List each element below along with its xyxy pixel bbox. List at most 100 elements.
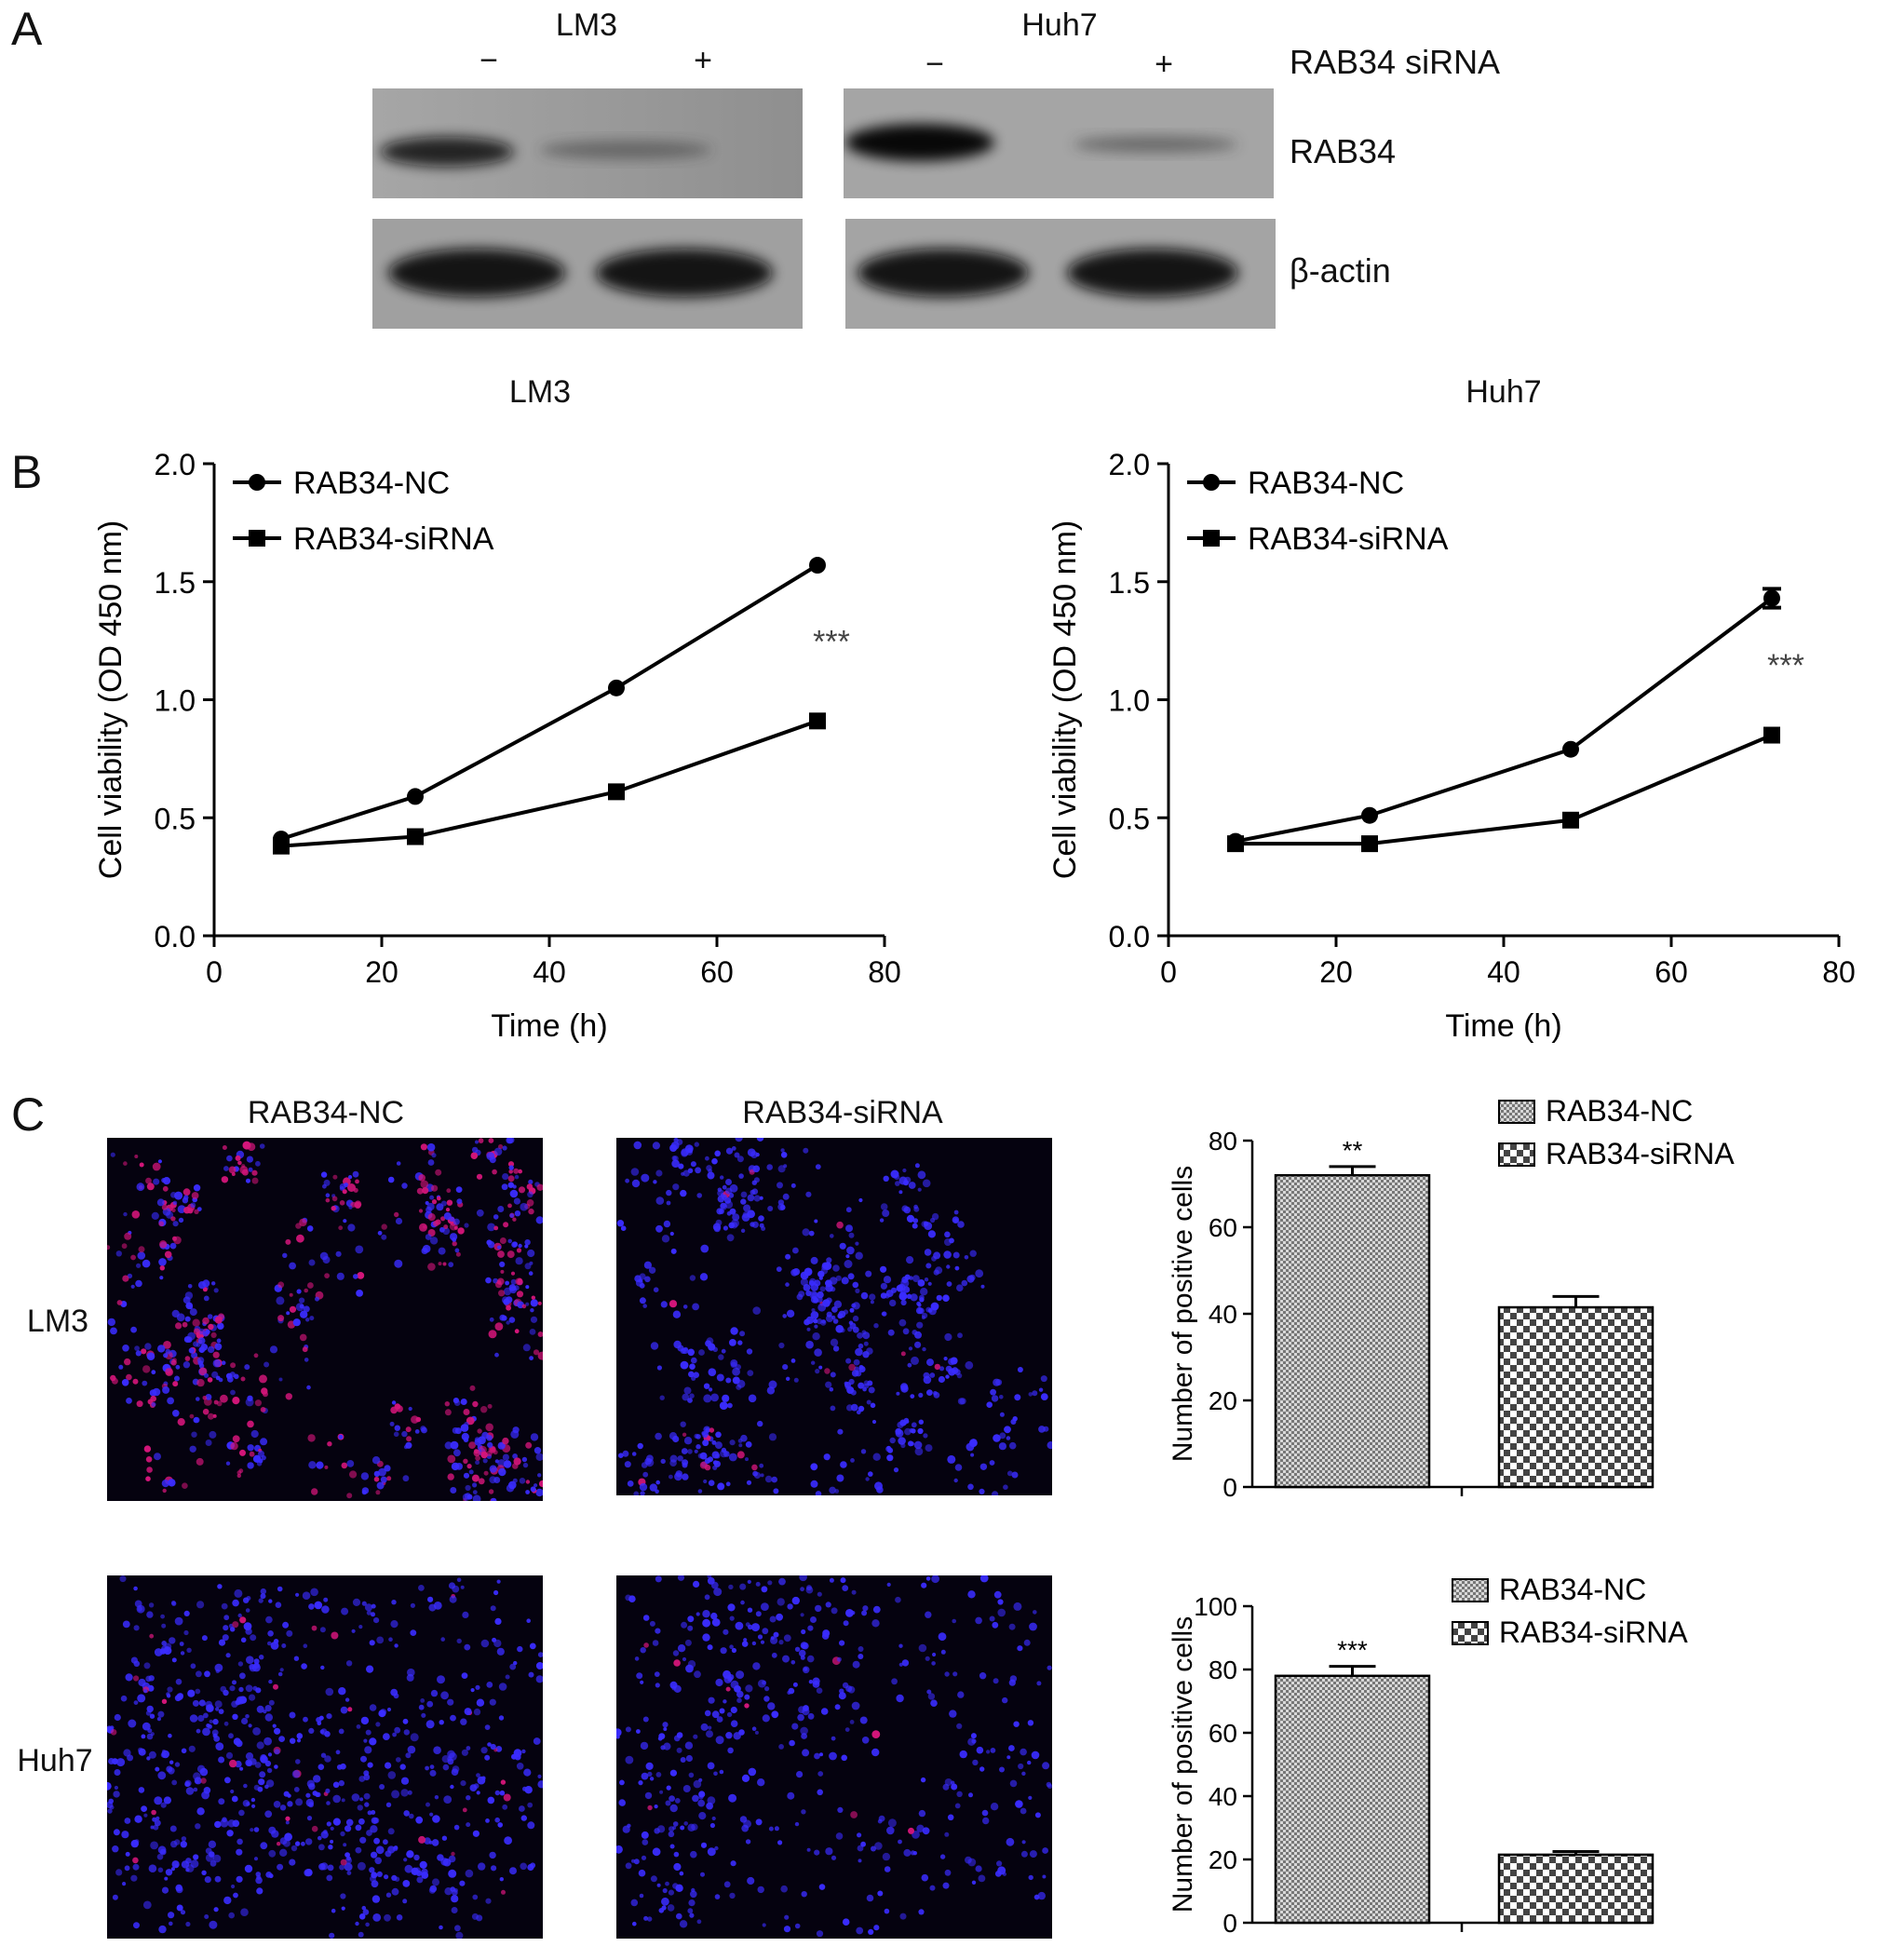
cell-nucleus [533, 1349, 540, 1356]
cell-nucleus [119, 1575, 127, 1583]
cell-nucleus [740, 1600, 745, 1605]
y-tick-label: 2.0 [1109, 448, 1150, 481]
cell-nucleus [1003, 1484, 1008, 1490]
cell-nucleus [432, 1815, 440, 1823]
cell-nucleus [306, 1225, 314, 1232]
cell-nucleus [1042, 1874, 1047, 1879]
cell-nucleus [272, 1723, 277, 1728]
cell-nucleus [138, 1246, 145, 1253]
cell-nucleus [1008, 1745, 1015, 1751]
cell-nucleus [324, 1273, 330, 1278]
cell-nucleus [148, 1602, 155, 1608]
cell-nucleus [347, 1183, 356, 1192]
cell-nucleus [858, 1646, 864, 1652]
cell-nucleus [993, 1590, 1002, 1599]
cell-nucleus [401, 1183, 408, 1189]
cell-nucleus [346, 1856, 351, 1861]
cell-nucleus [121, 1831, 129, 1839]
cell-nucleus [346, 1493, 353, 1499]
cell-nucleus [358, 1625, 363, 1629]
cell-nucleus [785, 1282, 790, 1287]
cell-nucleus [700, 1842, 708, 1848]
cell-nucleus [136, 1183, 145, 1192]
cell-nucleus [930, 1699, 938, 1707]
cell-nucleus [774, 1826, 779, 1832]
cell-nucleus [478, 1862, 486, 1871]
cell-nucleus [340, 1859, 347, 1866]
cell-nucleus [187, 1284, 193, 1289]
cell-nucleus [842, 1682, 849, 1689]
cell-nucleus [852, 1315, 859, 1322]
cell-nucleus [141, 1348, 147, 1355]
cell-nucleus [366, 1665, 374, 1673]
cell-nucleus [903, 1206, 912, 1214]
cell-nucleus [825, 1381, 832, 1388]
cell-nucleus [222, 1634, 229, 1642]
cell-nucleus [133, 1625, 140, 1631]
cell-nucleus [886, 1826, 895, 1835]
series-line-1 [1236, 733, 1773, 846]
cell-nucleus [268, 1849, 277, 1858]
cell-nucleus [934, 1363, 940, 1371]
cell-nucleus [471, 1474, 480, 1482]
cell-nucleus [231, 1700, 238, 1708]
cell-nucleus [254, 1762, 262, 1768]
cell-nucleus [711, 1451, 720, 1459]
cell-nucleus [878, 1815, 885, 1822]
cell-nucleus [158, 1925, 167, 1934]
cell-nucleus [893, 1467, 899, 1473]
cell-nucleus [155, 1766, 160, 1772]
cell-nucleus [455, 1931, 464, 1939]
cell-nucleus [916, 1824, 925, 1832]
cell-nucleus [702, 1440, 709, 1447]
cell-nucleus [453, 1824, 460, 1831]
cell-nucleus [284, 1832, 292, 1842]
cell-nucleus [429, 1769, 437, 1777]
cell-nucleus [507, 1203, 512, 1209]
cell-nucleus [477, 1428, 482, 1434]
cell-nucleus [444, 1441, 452, 1450]
cell-nucleus [371, 1603, 376, 1609]
cell-nucleus [951, 1780, 955, 1785]
cell-nucleus [109, 1805, 115, 1810]
cell-nucleus [444, 1401, 450, 1407]
cell-nucleus [1020, 1850, 1028, 1858]
y-tick-label: 60 [1209, 1213, 1237, 1242]
cell-nucleus [814, 1324, 818, 1329]
cell-nucleus [729, 1615, 735, 1621]
x-tick-label: 60 [700, 955, 734, 989]
cell-nucleus [661, 1235, 670, 1243]
cell-nucleus [304, 1358, 309, 1362]
cell-nucleus [480, 1406, 488, 1413]
lane-sign-lm3-minus: − [480, 43, 498, 78]
cell-nucleus [493, 1589, 499, 1596]
cell-nucleus [662, 1887, 668, 1894]
cell-nucleus [277, 1842, 281, 1846]
cell-nucleus [394, 1259, 403, 1268]
cell-nucleus [672, 1156, 679, 1162]
cell-nucleus [647, 1916, 653, 1922]
cell-nucleus [418, 1174, 426, 1182]
cell-nucleus [460, 1780, 466, 1787]
data-point-square [1562, 811, 1579, 829]
cell-nucleus [743, 1638, 748, 1642]
cell-nucleus [512, 1463, 519, 1469]
cell-nucleus [679, 1871, 684, 1876]
cell-nucleus [258, 1458, 263, 1464]
cell-nucleus [335, 1750, 341, 1755]
cell-nucleus [230, 1362, 236, 1369]
cell-nucleus [487, 1240, 495, 1249]
cell-nucleus [526, 1183, 534, 1190]
cell-nucleus [185, 1302, 193, 1310]
cell-nucleus [250, 1429, 259, 1439]
cell-nucleus [871, 1619, 880, 1628]
cell-nucleus [241, 1717, 249, 1725]
cell-nucleus [383, 1733, 390, 1740]
cell-nucleus [858, 1859, 862, 1863]
cell-nucleus [731, 1222, 738, 1229]
cell-nucleus [154, 1819, 161, 1827]
cell-nucleus [845, 1609, 854, 1617]
cell-nucleus [476, 1791, 480, 1795]
cell-nucleus [666, 1785, 671, 1791]
cell-nucleus [356, 1290, 363, 1297]
